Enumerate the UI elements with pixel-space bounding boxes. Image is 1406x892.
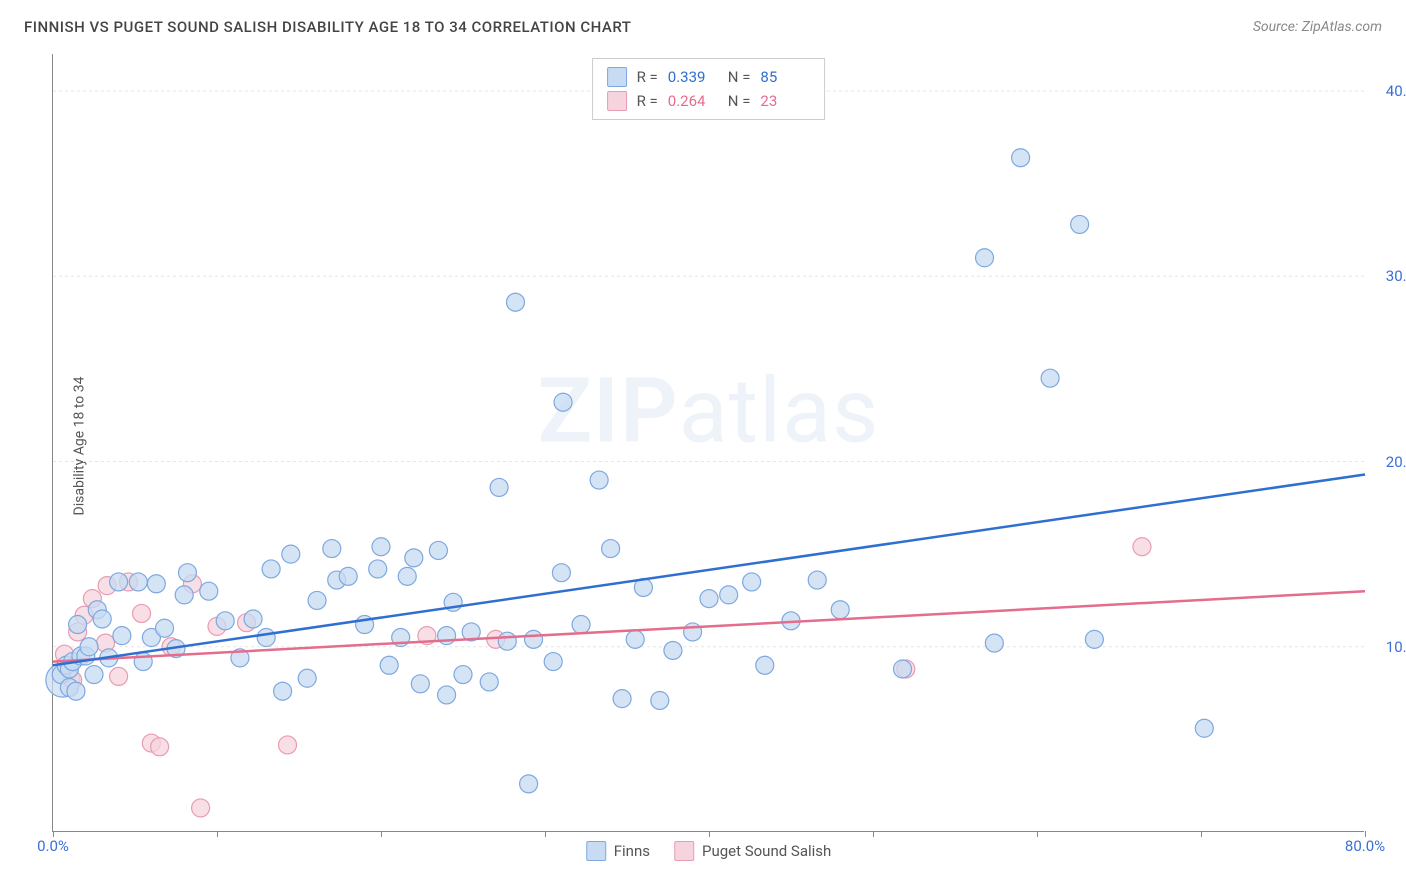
legend-item-salish: Puget Sound Salish	[674, 841, 831, 861]
r-value-finns: 0.339	[668, 68, 718, 86]
chart-plot-area: ZIPatlas R = 0.339 N = 85 R = 0.264 N = …	[52, 54, 1364, 832]
y-tick-label: 40.0%	[1386, 82, 1406, 100]
scatter-svg	[53, 54, 1364, 831]
legend-label-salish: Puget Sound Salish	[702, 842, 831, 860]
n-label: N =	[728, 92, 751, 110]
legend-item-finns: Finns	[586, 841, 650, 861]
r-value-salish: 0.264	[668, 92, 718, 110]
r-label: R =	[637, 68, 658, 86]
correlation-legend: R = 0.339 N = 85 R = 0.264 N = 23	[592, 58, 826, 120]
y-tick-label: 20.0%	[1386, 453, 1406, 471]
y-tick-label: 30.0%	[1386, 267, 1406, 285]
n-value-finns: 85	[760, 68, 810, 86]
series-legend: Finns Puget Sound Salish	[586, 841, 832, 861]
r-label: R =	[637, 92, 658, 110]
chart-title: FINNISH VS PUGET SOUND SALISH DISABILITY…	[24, 18, 631, 36]
swatch-finns	[586, 841, 606, 861]
swatch-salish	[607, 91, 627, 111]
source-label: Source: ZipAtlas.com	[1253, 19, 1382, 35]
legend-label-finns: Finns	[614, 842, 650, 860]
x-tick-label: 0.0%	[37, 837, 69, 855]
y-tick-label: 10.0%	[1386, 638, 1406, 656]
x-tick-label: 80.0%	[1345, 837, 1385, 855]
n-value-salish: 23	[760, 92, 810, 110]
swatch-finns	[607, 67, 627, 87]
swatch-salish	[674, 841, 694, 861]
legend-row-finns: R = 0.339 N = 85	[607, 65, 811, 89]
legend-row-salish: R = 0.264 N = 23	[607, 89, 811, 113]
n-label: N =	[728, 68, 751, 86]
